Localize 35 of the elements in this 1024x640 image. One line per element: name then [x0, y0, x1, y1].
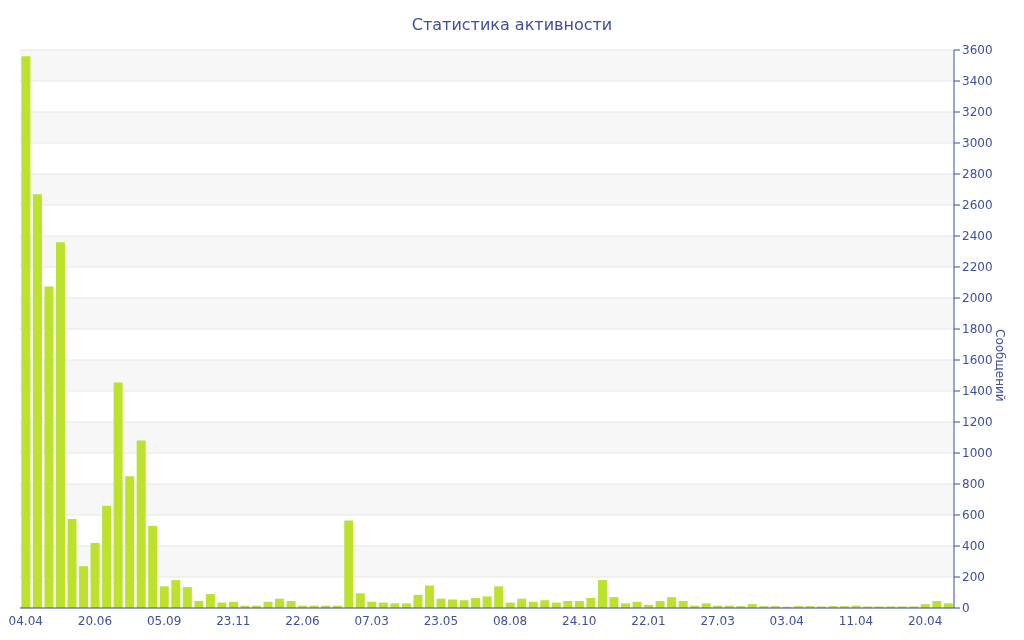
- x-tick-label: 07.03: [354, 613, 389, 628]
- y-tick-label: 800: [962, 477, 985, 492]
- x-tick-label: 22.06: [285, 613, 320, 628]
- x-tick-label: 24.10: [562, 613, 597, 628]
- y-tick-label: 1400: [962, 384, 993, 399]
- y-tick-label: 2400: [962, 229, 993, 244]
- x-tick-label: 11.04: [838, 613, 874, 628]
- x-tick-label: 05.09: [146, 613, 182, 628]
- y-tick-label: 400: [962, 539, 985, 554]
- y-tick-label: 2600: [962, 198, 993, 213]
- y-tick-label: 2800: [962, 167, 993, 182]
- y-tick-label: 3600: [962, 43, 993, 58]
- y-tick-label: 1000: [962, 446, 993, 461]
- x-tick-label: 27.03: [700, 613, 735, 628]
- x-tick-label: 22.01: [631, 613, 666, 628]
- y-axis-title: Сообщений: [992, 329, 1007, 402]
- y-tick-label: 0: [962, 601, 970, 616]
- y-tick-label: 1800: [962, 322, 993, 337]
- y-tick-label: 1200: [962, 415, 993, 430]
- x-tick-label: 04.04: [8, 613, 43, 628]
- chart-title: Статистика активности: [410, 14, 614, 36]
- y-tick-label: 3200: [962, 105, 993, 120]
- x-tick-label: 23.05: [423, 613, 459, 628]
- x-tick-label: 08.08: [492, 613, 528, 628]
- y-tick-label: 3000: [962, 136, 993, 151]
- y-tick-label: 2000: [962, 291, 993, 306]
- x-tick-label: 03.04: [769, 613, 804, 628]
- y-tick-label: 2200: [962, 260, 993, 275]
- y-tick-label: 1600: [962, 353, 993, 368]
- y-tick-label: 600: [962, 508, 985, 523]
- x-tick-label: 23.11: [216, 613, 251, 628]
- y-tick-label: 200: [962, 570, 985, 585]
- x-tick-label: 20.04: [907, 613, 943, 628]
- y-tick-label: 3400: [962, 74, 993, 89]
- x-tick-label: 20.06: [77, 613, 113, 628]
